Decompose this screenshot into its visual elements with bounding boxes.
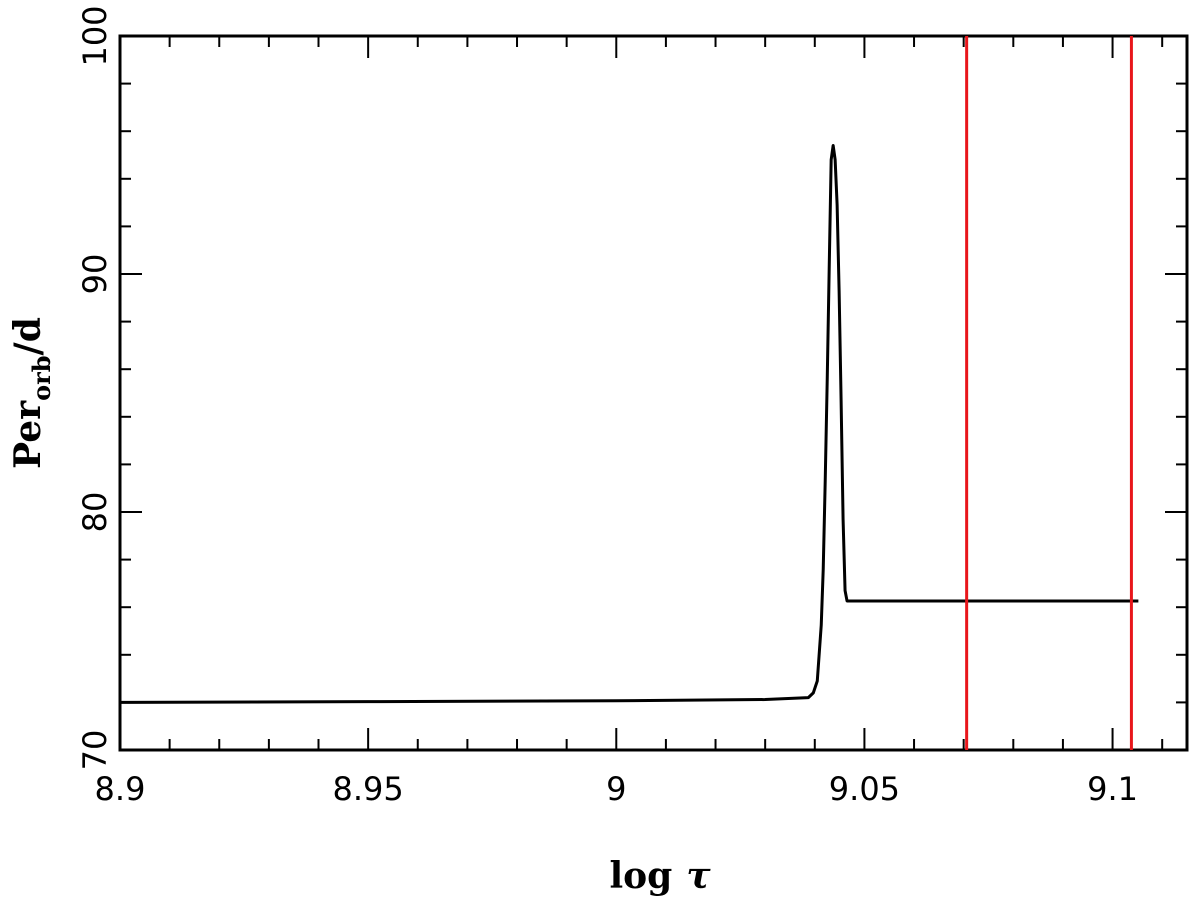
y-label-per: Per [7,400,49,469]
plot-frame [118,34,1189,752]
y-label-sub: orb [27,355,56,400]
x-tick-label: 8.9 [95,770,146,808]
x-tick-label: 8.95 [333,770,404,808]
y-tick-label: 70 [76,730,114,771]
x-label-log: log [609,855,672,897]
data-line [119,143,1139,704]
y-axis-label: Perorb/d [7,317,56,469]
y-label-unit: /d [7,317,49,355]
x-axis-label: log τ [609,855,711,897]
y-tick-label: 80 [76,492,114,533]
x-tick-label: 9.1 [1087,770,1138,808]
y-tick-label: 90 [76,254,114,295]
y-tick-label: 100 [76,5,114,66]
x-tick-label: 9.05 [829,770,900,808]
x-tick-label: 9 [606,770,626,808]
x-label-tau: τ [686,855,711,897]
